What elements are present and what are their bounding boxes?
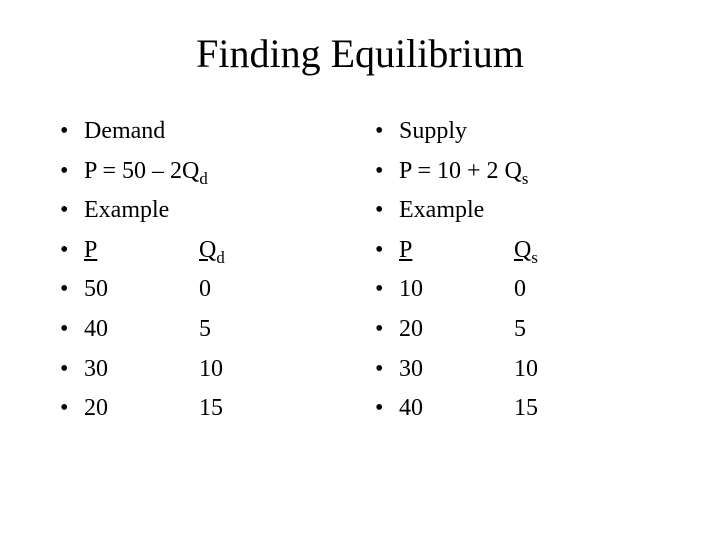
supply-example-label: Example [375, 191, 660, 231]
cell-q: 15 [199, 389, 223, 429]
slide-title: Finding Equilibrium [60, 30, 660, 77]
demand-row: 405 [60, 310, 345, 350]
cell-p: 50 [84, 270, 199, 310]
demand-row: 3010 [60, 350, 345, 390]
supply-row: 3010 [375, 350, 660, 390]
cell-p: 40 [399, 389, 514, 429]
equation-text: P = 10 + 2 Q [399, 158, 522, 184]
left-column: Demand P = 50 – 2Qd Example PQd 500 405 … [60, 112, 345, 429]
demand-heading: Demand [60, 112, 345, 152]
supply-table-header: P Qs [375, 231, 660, 271]
cell-p: 20 [84, 389, 199, 429]
supply-row: 100 [375, 270, 660, 310]
cell-p: 40 [84, 310, 199, 350]
header-p: P [84, 237, 97, 263]
cell-q: 5 [514, 310, 526, 350]
cell-p: 30 [84, 350, 199, 390]
demand-table-header: P Qd [60, 231, 345, 271]
cell-p: 30 [399, 350, 514, 390]
demand-equation: P = 50 – 2Qd [60, 152, 345, 192]
demand-list: Demand P = 50 – 2Qd Example PQd 500 405 … [60, 112, 345, 429]
equation-text: P = 50 – 2Q [84, 158, 199, 184]
demand-row: 2015 [60, 389, 345, 429]
equation-subscript: s [522, 168, 529, 187]
slide: Finding Equilibrium Demand P = 50 – 2Qd … [0, 0, 720, 540]
supply-list: Supply P = 10 + 2 Qs Example PQs 100 205… [375, 112, 660, 429]
cell-q: 10 [514, 350, 538, 390]
header-p: P [399, 237, 412, 263]
supply-equation: P = 10 + 2 Qs [375, 152, 660, 192]
cell-q: 5 [199, 310, 211, 350]
equation-subscript: d [199, 168, 207, 187]
demand-row: 500 [60, 270, 345, 310]
supply-heading: Supply [375, 112, 660, 152]
cell-q: 0 [199, 270, 211, 310]
content-columns: Demand P = 50 – 2Qd Example PQd 500 405 … [60, 112, 660, 429]
cell-p: 10 [399, 270, 514, 310]
header-q: Qd [199, 237, 225, 263]
right-column: Supply P = 10 + 2 Qs Example PQs 100 205… [375, 112, 660, 429]
cell-q: 0 [514, 270, 526, 310]
cell-p: 20 [399, 310, 514, 350]
supply-row: 4015 [375, 389, 660, 429]
header-q: Qs [514, 237, 538, 263]
demand-example-label: Example [60, 191, 345, 231]
cell-q: 15 [514, 389, 538, 429]
supply-row: 205 [375, 310, 660, 350]
cell-q: 10 [199, 350, 223, 390]
